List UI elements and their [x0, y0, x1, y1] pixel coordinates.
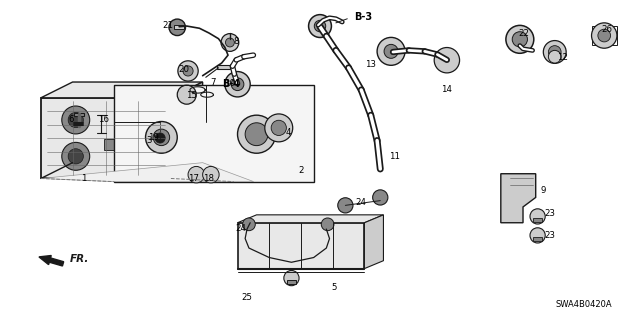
Circle shape [243, 218, 255, 231]
Text: 6: 6 [68, 115, 74, 124]
Circle shape [153, 129, 170, 145]
Bar [533, 218, 542, 222]
Circle shape [203, 167, 219, 183]
Text: 4: 4 [285, 128, 291, 137]
Circle shape [245, 123, 268, 145]
Circle shape [314, 20, 326, 32]
Text: 1: 1 [81, 174, 87, 183]
Circle shape [434, 48, 460, 73]
Text: 8: 8 [234, 37, 239, 46]
Text: 25: 25 [241, 293, 253, 301]
Circle shape [68, 149, 83, 164]
Text: 15: 15 [186, 91, 197, 100]
Text: 12: 12 [557, 53, 568, 62]
Circle shape [145, 122, 177, 153]
Circle shape [530, 228, 545, 243]
Circle shape [377, 37, 405, 65]
Circle shape [132, 149, 147, 164]
Text: 2: 2 [298, 166, 304, 175]
Text: 17: 17 [188, 174, 198, 183]
Text: 26: 26 [601, 25, 612, 34]
Polygon shape [364, 215, 383, 269]
Text: 20: 20 [178, 65, 189, 74]
Polygon shape [237, 215, 383, 223]
Text: 24: 24 [356, 198, 367, 207]
Polygon shape [501, 174, 536, 223]
Circle shape [177, 85, 196, 104]
Bar [591, 26, 617, 45]
Text: 16: 16 [97, 115, 109, 123]
Circle shape [225, 38, 234, 47]
Circle shape [530, 209, 545, 224]
Circle shape [598, 29, 611, 42]
Circle shape [338, 198, 353, 213]
Bar [74, 113, 84, 116]
Circle shape [284, 271, 299, 286]
Text: 21: 21 [162, 21, 173, 30]
Polygon shape [41, 82, 203, 98]
Circle shape [125, 142, 153, 170]
Polygon shape [41, 163, 253, 182]
Circle shape [384, 44, 398, 58]
Circle shape [169, 19, 186, 35]
Circle shape [155, 133, 165, 143]
Circle shape [62, 142, 90, 170]
Text: 9: 9 [541, 186, 546, 195]
Bar [287, 280, 296, 285]
Text: 19: 19 [148, 133, 159, 142]
Text: 24: 24 [235, 224, 246, 233]
Circle shape [225, 71, 250, 97]
Text: 13: 13 [365, 60, 376, 69]
Circle shape [372, 190, 388, 205]
Text: B-4: B-4 [222, 78, 240, 89]
Text: 23: 23 [544, 231, 555, 240]
Circle shape [237, 115, 276, 153]
Circle shape [512, 32, 527, 47]
Text: B-3: B-3 [354, 11, 372, 22]
Circle shape [271, 120, 286, 136]
Circle shape [321, 218, 334, 231]
Text: 18: 18 [204, 174, 214, 183]
Text: 10: 10 [225, 79, 236, 88]
Circle shape [548, 46, 561, 58]
Text: 14: 14 [442, 85, 452, 94]
Text: 11: 11 [389, 152, 401, 161]
Circle shape [183, 66, 193, 76]
Bar [41, 98, 171, 178]
Text: 23: 23 [544, 209, 555, 219]
Bar [114, 85, 314, 182]
Bar [237, 223, 364, 269]
Bar [104, 139, 139, 150]
Circle shape [221, 33, 239, 51]
Bar [533, 237, 542, 241]
Text: 3: 3 [146, 136, 152, 145]
Text: 7: 7 [211, 78, 216, 87]
Circle shape [308, 15, 332, 37]
Circle shape [543, 41, 566, 63]
Circle shape [188, 167, 205, 183]
Circle shape [178, 61, 198, 81]
Polygon shape [174, 25, 184, 29]
Circle shape [68, 112, 83, 128]
Circle shape [548, 50, 561, 63]
Circle shape [591, 23, 617, 48]
Circle shape [62, 106, 90, 134]
Text: 5: 5 [332, 283, 337, 292]
Text: FR.: FR. [69, 254, 89, 264]
Bar [217, 65, 230, 69]
Text: SWA4B0420A: SWA4B0420A [556, 300, 612, 309]
Text: 22: 22 [519, 29, 530, 39]
Polygon shape [171, 82, 203, 178]
Circle shape [506, 26, 534, 53]
Circle shape [265, 114, 292, 142]
FancyArrow shape [39, 256, 63, 266]
Circle shape [231, 78, 244, 91]
